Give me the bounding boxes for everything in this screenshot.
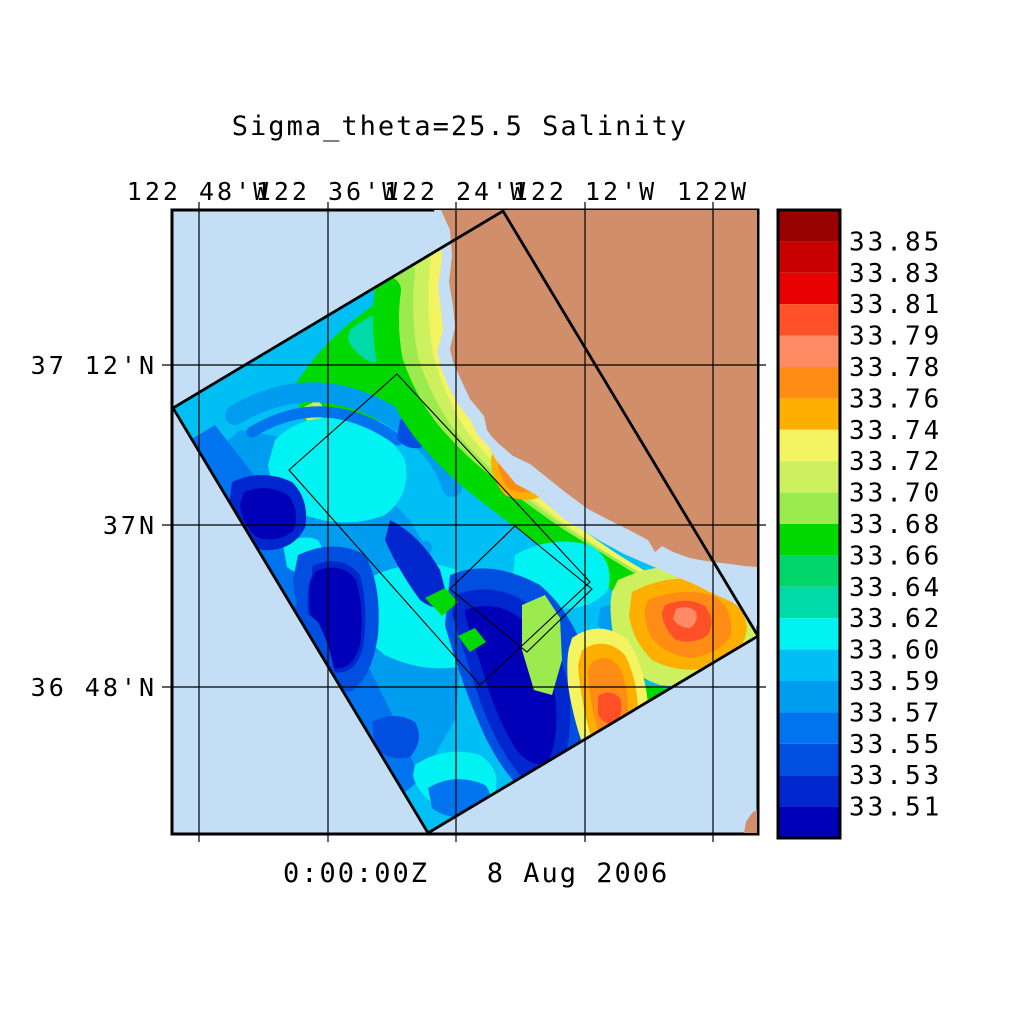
colorbar-label: 33.59 xyxy=(849,667,942,697)
colorbar-label: 33.81 xyxy=(849,290,942,320)
lon-label: 122W xyxy=(677,177,749,206)
colorbar-label: 33.51 xyxy=(849,793,942,823)
survey-box-small xyxy=(449,525,593,653)
colorbar-label: 33.72 xyxy=(849,447,942,477)
contour-region xyxy=(246,406,404,446)
colorbar-label: 33.62 xyxy=(849,604,942,634)
contour-region xyxy=(385,520,448,608)
contour-region xyxy=(458,628,486,652)
grid xyxy=(162,202,766,842)
lat-label: 37N xyxy=(103,511,157,540)
colorbar-label: 33.83 xyxy=(849,259,942,289)
lon-label: 122 36'W xyxy=(256,177,400,206)
colorbar-segment xyxy=(778,524,840,556)
colorbar-label: 33.78 xyxy=(849,353,942,383)
colorbar-label: 33.85 xyxy=(849,227,942,257)
left-axis: 37 12'N 37N 36 48'N xyxy=(31,351,157,702)
colorbar-label: 33.79 xyxy=(849,322,942,352)
timestamp-date: 8 Aug 2006 xyxy=(487,858,670,889)
colorbar-label: 33.66 xyxy=(849,541,942,571)
colorbar-labels: 33.85 33.83 33.81 33.79 33.78 33.76 33.7… xyxy=(849,227,942,823)
contour-region xyxy=(522,595,562,695)
colorbar-segment xyxy=(778,586,840,619)
survey-box-inner xyxy=(288,373,591,686)
colorbar-segment xyxy=(778,335,840,367)
colorbar-segment xyxy=(778,681,840,713)
timestamp: 0:00:00Z 8 Aug 2006 xyxy=(283,858,670,889)
land-point-south xyxy=(744,810,757,833)
colorbar-segment xyxy=(778,429,840,462)
lon-label: 122 48'W xyxy=(127,177,271,206)
lon-label: 122 24'W xyxy=(384,177,528,206)
lon-label: 122 12'W xyxy=(513,177,657,206)
colorbar-segment xyxy=(778,492,840,524)
colorbar-label: 33.64 xyxy=(849,573,942,603)
top-axis: 122 48'W 122 36'W 122 24'W 122 12'W 122W xyxy=(127,177,749,206)
survey-swath-outline xyxy=(172,210,758,834)
lat-label: 36 48'N xyxy=(31,673,157,702)
colorbar-label: 33.53 xyxy=(849,761,942,791)
colorbar-segment xyxy=(778,461,840,493)
contour-region xyxy=(240,488,296,540)
colorbar-label: 33.68 xyxy=(849,510,942,540)
colorbar-label: 33.60 xyxy=(849,636,942,666)
contour-region xyxy=(425,588,458,616)
colorbar-segment xyxy=(778,618,840,650)
colorbar-label: 33.57 xyxy=(849,698,942,728)
colorbar-segment xyxy=(778,712,840,744)
colorbar-segment xyxy=(778,555,840,587)
colorbar-border xyxy=(776,208,842,840)
colorbar-segment xyxy=(778,210,840,242)
colorbar: 33.85 33.83 33.81 33.79 33.78 33.76 33.7… xyxy=(776,208,942,840)
timestamp-time: 0:00:00Z xyxy=(283,858,429,889)
colorbar-segment xyxy=(778,272,840,305)
land-mass xyxy=(441,210,757,567)
colorbar-segment xyxy=(778,241,840,273)
lat-label: 37 12'N xyxy=(31,351,157,380)
contour-region xyxy=(598,692,622,725)
colorbar-segment xyxy=(778,398,840,430)
colorbar-segment xyxy=(778,367,840,399)
colorbar-segment xyxy=(778,304,840,336)
colorbar-label: 33.76 xyxy=(849,384,942,414)
colorbar-segment xyxy=(778,743,840,776)
colorbar-segment xyxy=(778,649,840,681)
colorbar-label: 33.55 xyxy=(849,730,942,760)
contour-region xyxy=(372,716,419,759)
colorbar-label: 33.74 xyxy=(849,416,942,446)
contour-region xyxy=(673,607,697,628)
page-title: Sigma_theta=25.5 Salinity xyxy=(232,111,688,142)
colorbar-label: 33.70 xyxy=(849,479,942,509)
colorbar-segment xyxy=(778,806,840,838)
colorbar-segment xyxy=(778,775,840,807)
contour-region xyxy=(268,417,407,523)
